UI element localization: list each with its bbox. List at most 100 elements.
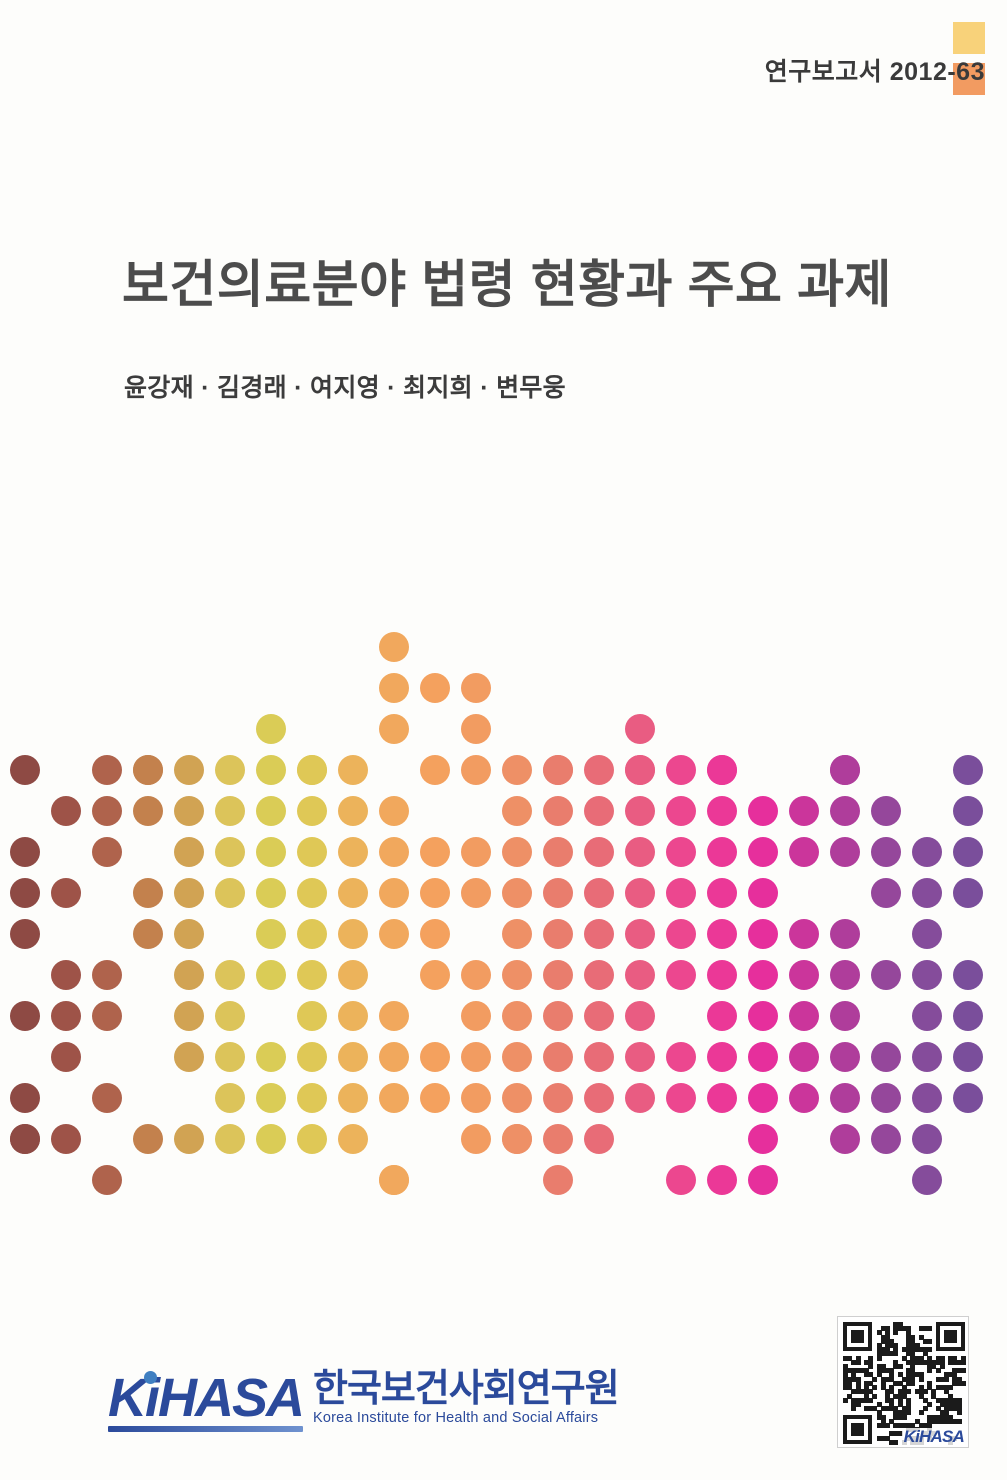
qr-module xyxy=(872,1385,878,1391)
gradient-dot xyxy=(830,1001,860,1031)
qr-module xyxy=(868,1359,874,1365)
qr-timing-module xyxy=(885,1347,891,1353)
gradient-dot xyxy=(338,796,368,826)
gradient-dot xyxy=(502,837,532,867)
qr-module xyxy=(948,1418,954,1424)
qr-module xyxy=(935,1418,941,1424)
halftone-dot-graphic xyxy=(0,628,1007,1195)
gradient-dot xyxy=(912,1001,942,1031)
gradient-dot xyxy=(625,960,655,990)
qr-module xyxy=(948,1406,954,1412)
qr-module xyxy=(960,1380,966,1386)
gradient-dot xyxy=(10,1001,40,1031)
qr-module xyxy=(851,1389,857,1395)
gradient-dot xyxy=(707,960,737,990)
gradient-dot-accent xyxy=(584,1124,614,1154)
gradient-dot xyxy=(707,1001,737,1031)
gradient-dot xyxy=(543,878,573,908)
qr-module xyxy=(847,1355,853,1361)
gradient-dot xyxy=(338,1001,368,1031)
gradient-dot-accent xyxy=(256,714,286,744)
gradient-dot xyxy=(338,960,368,990)
qr-timing-module xyxy=(910,1347,916,1353)
gradient-dot xyxy=(51,796,81,826)
gradient-dot xyxy=(379,837,409,867)
gradient-dot xyxy=(92,796,122,826)
gradient-dot xyxy=(912,1083,942,1113)
gradient-dot xyxy=(830,1124,860,1154)
gradient-dot xyxy=(420,837,450,867)
gradient-dot xyxy=(420,755,450,785)
gradient-dot xyxy=(625,796,655,826)
gradient-dot xyxy=(174,878,204,908)
qr-module xyxy=(864,1397,870,1403)
qr-module xyxy=(880,1380,886,1386)
qr-module xyxy=(918,1385,924,1391)
gradient-dot xyxy=(174,960,204,990)
gradient-dot xyxy=(256,1083,286,1113)
qr-module xyxy=(935,1414,941,1420)
qr-module xyxy=(889,1376,895,1382)
gradient-dot xyxy=(461,837,491,867)
qr-module xyxy=(889,1351,895,1357)
qr-module xyxy=(939,1401,945,1407)
qr-module xyxy=(910,1368,916,1374)
qr-timing-module xyxy=(868,1372,874,1378)
gradient-dot xyxy=(461,1124,491,1154)
qr-module xyxy=(876,1422,882,1428)
qr-module xyxy=(859,1368,865,1374)
qr-module xyxy=(918,1422,924,1428)
gradient-dot xyxy=(379,796,409,826)
qr-module xyxy=(910,1422,916,1428)
gradient-dot xyxy=(10,837,40,867)
gradient-dot-accent xyxy=(379,1165,409,1195)
qr-module xyxy=(889,1439,895,1445)
qr-module xyxy=(872,1393,878,1399)
gradient-dot-accent xyxy=(625,755,655,785)
qr-code[interactable]: KiHASA xyxy=(837,1316,969,1448)
qr-module xyxy=(897,1364,903,1370)
gradient-dot-accent xyxy=(912,1165,942,1195)
qr-module xyxy=(859,1397,865,1403)
qr-module xyxy=(880,1326,886,1332)
qr-module xyxy=(922,1326,928,1332)
qr-module xyxy=(880,1338,886,1344)
qr-module xyxy=(906,1380,912,1386)
gradient-dot xyxy=(748,1124,778,1154)
gradient-dot xyxy=(707,837,737,867)
gradient-dot xyxy=(502,1001,532,1031)
qr-module xyxy=(851,1406,857,1412)
qr-module xyxy=(952,1401,958,1407)
gradient-dot xyxy=(379,878,409,908)
qr-module xyxy=(851,1368,857,1374)
qr-module xyxy=(935,1397,941,1403)
qr-module xyxy=(918,1410,924,1416)
gradient-dot-accent xyxy=(666,1165,696,1195)
qr-module xyxy=(906,1347,912,1353)
gradient-dot xyxy=(871,1083,901,1113)
qr-module xyxy=(876,1355,882,1361)
qr-module xyxy=(952,1418,958,1424)
qr-module xyxy=(885,1435,891,1441)
qr-module xyxy=(897,1372,903,1378)
gradient-dot-accent xyxy=(461,673,491,703)
gradient-dot xyxy=(830,837,860,867)
qr-module xyxy=(931,1393,937,1399)
gradient-dot xyxy=(256,960,286,990)
qr-module xyxy=(952,1380,958,1386)
gradient-dot xyxy=(297,878,327,908)
qr-module xyxy=(897,1431,903,1437)
gradient-dot xyxy=(625,1001,655,1031)
qr-module xyxy=(880,1334,886,1340)
qr-module xyxy=(843,1376,848,1382)
gradient-dot xyxy=(461,878,491,908)
gradient-dot xyxy=(748,1042,778,1072)
gradient-dot xyxy=(953,837,983,867)
qr-module xyxy=(880,1351,886,1357)
gradient-dot xyxy=(215,755,245,785)
qr-module xyxy=(885,1422,891,1428)
gradient-dot xyxy=(338,755,368,785)
qr-module xyxy=(885,1389,891,1395)
qr-finder-pattern xyxy=(935,1322,965,1352)
